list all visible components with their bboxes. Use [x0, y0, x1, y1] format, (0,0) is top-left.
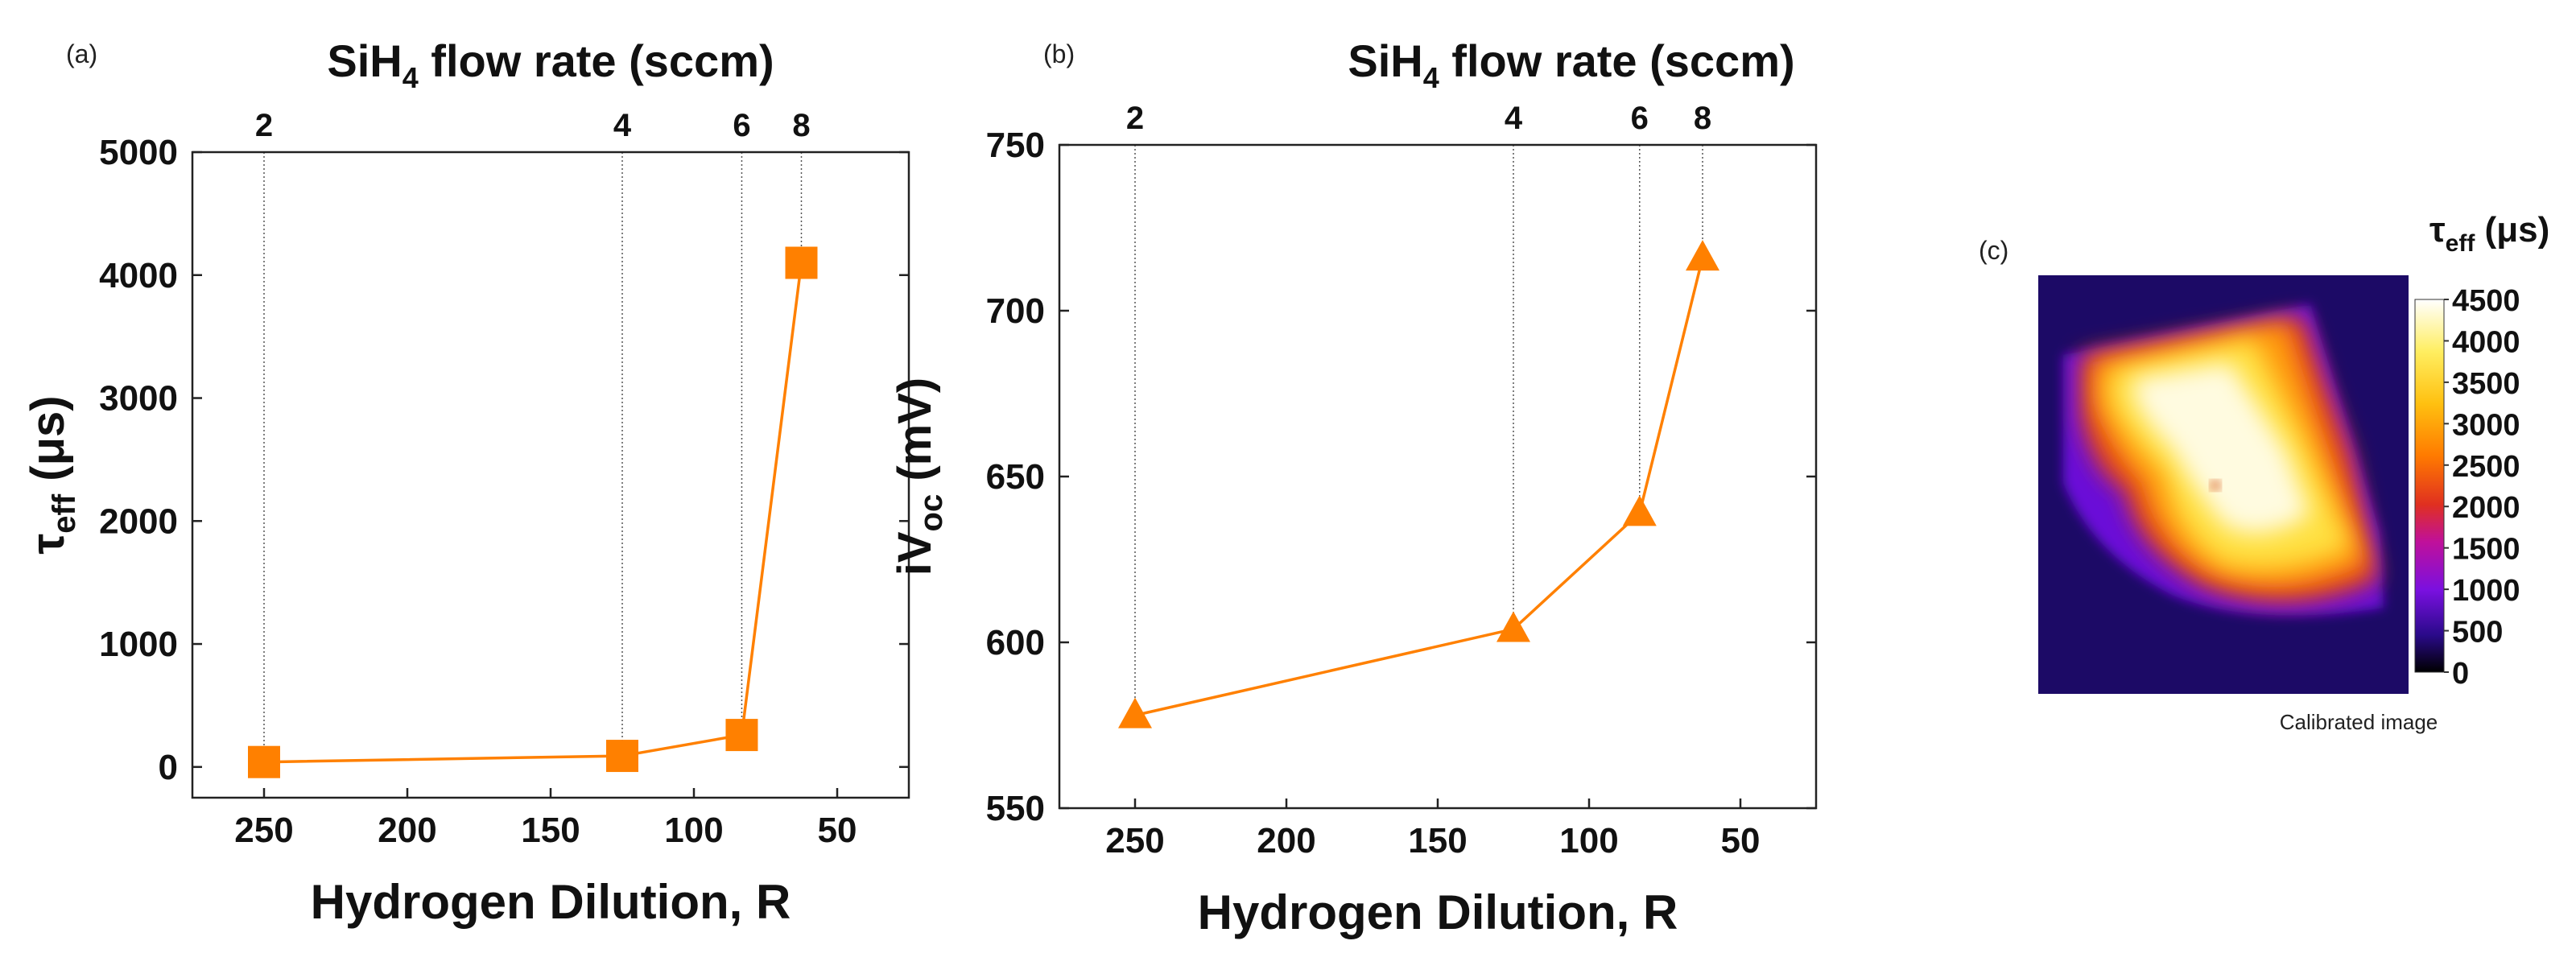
- top-tick-label: 2: [255, 108, 273, 143]
- colorbar-tick-label: 3000: [2452, 408, 2520, 442]
- panel-b: (b) SiH4 flow rate (sccm)2 4 6 8550600650700…: [889, 35, 1818, 939]
- top-axis-title-part: SiH: [327, 35, 402, 86]
- x-tick-label: 200: [378, 811, 436, 850]
- y-axis-title-subscript: oc: [914, 494, 949, 532]
- colorbar-tick-label: 4000: [2452, 325, 2520, 359]
- top-tick-label: 8: [792, 108, 810, 143]
- top-tick-label: 4: [613, 108, 632, 143]
- y-tick-label: 4000: [99, 256, 178, 295]
- top-axis-title-subscript: 4: [402, 61, 419, 94]
- top-tick-label: 4: [1505, 101, 1523, 136]
- y-tick-label: 600: [986, 623, 1045, 662]
- y-axis-title-part: (μs): [22, 395, 74, 494]
- y-tick-label: 1000: [99, 625, 178, 664]
- y-tick-label: 750: [986, 126, 1045, 165]
- x-tick-label: 50: [1721, 821, 1761, 860]
- y-tick-label: 550: [986, 789, 1045, 828]
- x-tick-label: 50: [818, 811, 857, 850]
- x-axis-title: Hydrogen Dilution, R: [311, 875, 791, 929]
- y-axis-title-part: τ: [22, 534, 74, 555]
- x-tick-label: 250: [1105, 821, 1164, 860]
- colorbar: [2414, 299, 2445, 673]
- y-tick-label: 5000: [99, 133, 178, 172]
- panel-label: (b): [1043, 39, 1075, 68]
- colorbar-tick-label: 1000: [2452, 574, 2520, 608]
- data-point: [1118, 697, 1152, 728]
- top-axis-title-part: flow rate (sccm): [419, 35, 774, 86]
- series-line: [1134, 257, 1704, 717]
- x-tick-label: 100: [664, 811, 723, 850]
- y-tick-label: 650: [986, 457, 1045, 497]
- top-tick-label: 2: [1126, 101, 1144, 136]
- y-axis-title-subscript: eff: [47, 493, 82, 534]
- panel-c: (c) τeff (μs) 4500 4000 3500 3000 2500 2000 15…: [1979, 210, 2549, 734]
- x-tick-label: 250: [234, 811, 293, 850]
- colorbar-tick-label: 2500: [2452, 450, 2520, 484]
- data-point: [1686, 240, 1719, 271]
- x-tick-label: 200: [1257, 821, 1315, 860]
- colorbar-tick-label: 3500: [2452, 367, 2520, 401]
- panel-a: (a) SiH4 flow rate (sccm)2 4 6 8010002000300…: [22, 35, 910, 929]
- data-point: [248, 745, 280, 778]
- y-tick-label: 0: [159, 748, 178, 787]
- x-axis-title: Hydrogen Dilution, R: [1198, 885, 1678, 939]
- colorbar-tick-label: 500: [2452, 616, 2503, 650]
- top-tick-label: 6: [1631, 101, 1649, 136]
- y-axis-title: iVoc (mV): [889, 378, 949, 576]
- data-point: [1496, 611, 1530, 642]
- colorbar-tick-label: 2000: [2452, 491, 2520, 525]
- top-axis-title-part: SiH: [1348, 35, 1422, 86]
- x-tick-label: 150: [1408, 821, 1467, 860]
- colorbar-title: τeff (μs): [2429, 210, 2549, 257]
- x-tick-label: 100: [1559, 821, 1618, 860]
- top-axis-title-subscript: 4: [1423, 61, 1439, 94]
- panel-label: (a): [66, 39, 97, 68]
- y-axis-title: τeff (μs): [22, 395, 82, 554]
- y-tick-label: 2000: [99, 501, 178, 541]
- y-tick-label: 700: [986, 291, 1045, 331]
- image-caption: Calibrated image: [2280, 710, 2438, 734]
- top-tick-label: 6: [733, 108, 750, 143]
- panel-c-label: (c): [1979, 236, 2008, 265]
- top-axis-title: SiH4 flow rate (sccm): [1348, 35, 1794, 94]
- data-point: [606, 740, 638, 773]
- top-axis-title: SiH4 flow rate (sccm): [327, 35, 774, 94]
- y-axis-title-part: (mV): [889, 378, 941, 494]
- top-tick-label: 8: [1694, 101, 1711, 136]
- data-point: [1622, 495, 1657, 526]
- x-tick-label: 150: [521, 811, 580, 850]
- colorbar-tick-label: 0: [2452, 657, 2469, 691]
- y-tick-label: 3000: [99, 379, 178, 419]
- colorbar-tick-label: 1500: [2452, 533, 2520, 567]
- series-line: [263, 262, 803, 764]
- data-point: [785, 246, 818, 279]
- data-point: [725, 719, 758, 752]
- colorbar-tick-label: 4500: [2452, 284, 2520, 318]
- colorbar-ticks: 4500 4000 3500 3000 2500 2000 1500 1000 500 0: [2444, 284, 2520, 691]
- lifetime-map-image: [2038, 275, 2409, 694]
- y-axis-title-part: iV: [889, 531, 941, 576]
- top-axis-title-part: flow rate (sccm): [1439, 35, 1795, 86]
